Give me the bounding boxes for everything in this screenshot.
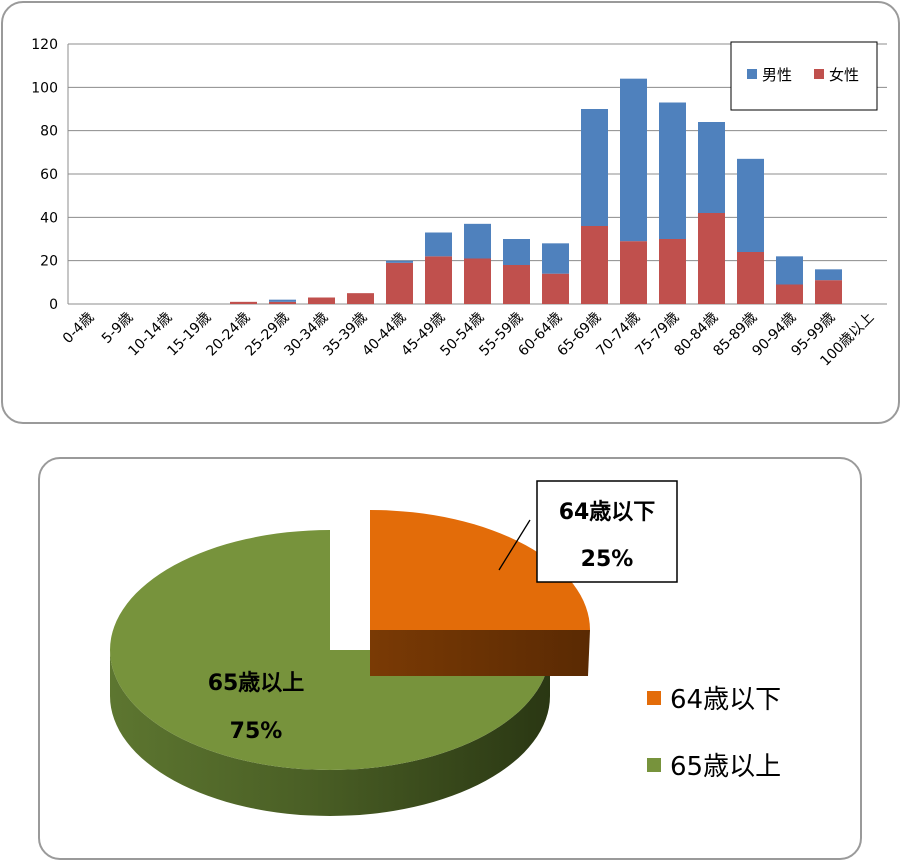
bar-segment-female	[620, 241, 647, 304]
y-tick-label: 20	[40, 254, 58, 270]
callout-box	[536, 480, 678, 583]
pie-percent-65-plus: 75%	[230, 719, 283, 744]
legend-swatch-female	[814, 69, 824, 79]
bar-segment-female	[542, 273, 569, 304]
y-tick-label: 0	[49, 297, 58, 313]
bar-segment-female	[464, 258, 491, 304]
bar-legend: 男性 女性	[730, 41, 878, 111]
bar-segment-male	[815, 269, 842, 281]
bar-segment-female	[347, 293, 374, 304]
bar-segment-female	[659, 239, 686, 304]
legend-label-male: 男性	[762, 66, 792, 84]
bar-segment-male	[776, 256, 803, 285]
bar-segment-female	[503, 265, 530, 304]
bar-segment-male	[386, 260, 413, 263]
bar-segment-male	[620, 78, 647, 242]
y-tick-label: 80	[40, 124, 58, 140]
legend-label-female: 女性	[829, 66, 859, 84]
bar-segment-male	[542, 243, 569, 274]
bar-segment-female	[698, 213, 725, 304]
y-tick-label: 120	[31, 37, 58, 53]
y-tick-label: 40	[40, 210, 58, 226]
callout-leader	[498, 519, 531, 571]
pie-label-64-minus: 64歳以下	[559, 500, 656, 525]
bar-segment-female	[308, 297, 335, 304]
legend-swatch-64-minus	[647, 691, 661, 705]
bar-segment-male	[425, 232, 452, 257]
bar-segment-male	[659, 102, 686, 239]
bar-segment-male	[737, 158, 764, 252]
pie-label-65-plus: 65歳以上	[208, 671, 305, 696]
y-tick-label: 60	[40, 167, 58, 183]
bar-segment-female	[386, 262, 413, 304]
bar-segment-male	[503, 239, 530, 265]
pie-top-65-plus	[110, 530, 550, 770]
legend-swatch-65-plus	[647, 758, 661, 772]
bar-segment-female	[269, 301, 296, 304]
bar-segment-male	[581, 109, 608, 226]
pie-slice-65-plus	[110, 530, 550, 816]
pie-top-64-minus	[370, 510, 590, 630]
pie-percent-64-minus: 25%	[581, 547, 634, 572]
bar-segment-female	[425, 256, 452, 304]
bar-segment-male	[698, 122, 725, 213]
bar-segment-male	[269, 299, 296, 302]
legend-label-64-minus: 64歳以下	[670, 685, 781, 715]
y-tick-label: 100	[31, 80, 58, 96]
bar-segment-female	[815, 280, 842, 304]
pie-side-64-minus	[370, 630, 590, 676]
bar-segment-female	[581, 226, 608, 304]
bar-segment-female	[737, 252, 764, 304]
legend-label-65-plus: 65歳以上	[670, 752, 781, 782]
pie-legend: 64歳以下 65歳以上	[647, 685, 781, 782]
bar-segment-male	[464, 223, 491, 259]
bar-segment-female	[776, 284, 803, 304]
pie-callout-64-minus: 64歳以下 25%	[498, 480, 678, 583]
pie-side-65-plus	[110, 650, 550, 816]
legend-swatch-male	[747, 69, 757, 79]
pie-slice-64-minus	[370, 510, 590, 676]
bar-segment-female	[230, 301, 257, 304]
